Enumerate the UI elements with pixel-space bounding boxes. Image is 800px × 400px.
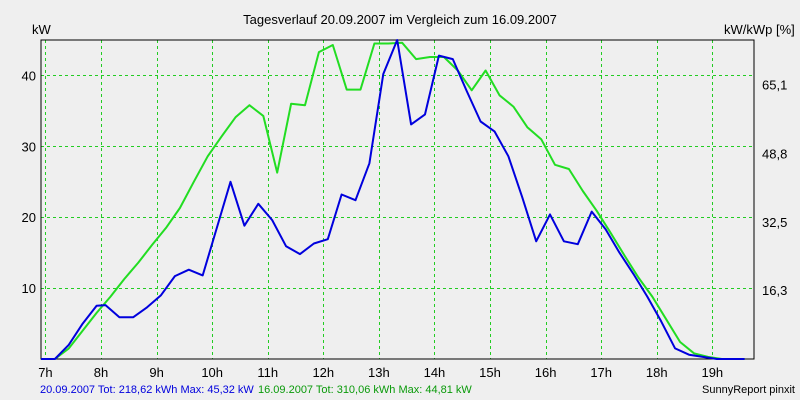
series-line-2 bbox=[41, 41, 745, 360]
y-tick-label-left: 30 bbox=[22, 139, 36, 154]
left-axis-unit-label: kW bbox=[32, 22, 52, 37]
x-tick-label: 10h bbox=[201, 365, 223, 380]
y-tick-label-left: 10 bbox=[22, 281, 36, 296]
legend-series-2: 16.09.2007 Tot: 310,06 kWh Max: 44,81 kW bbox=[258, 384, 472, 396]
x-tick-label: 11h bbox=[257, 365, 278, 380]
y-tick-label-left: 40 bbox=[22, 68, 36, 83]
x-tick-label: 14h bbox=[424, 365, 446, 380]
legend-series-1: 20.09.2007 Tot: 218,62 kWh Max: 45,32 kW bbox=[40, 384, 254, 396]
x-tick-label: 8h bbox=[94, 365, 108, 380]
x-tick-label: 7h bbox=[38, 365, 52, 380]
right-axis-unit-label: kW/kWp [%] bbox=[724, 22, 795, 37]
x-tick-label: 16h bbox=[535, 365, 557, 380]
x-tick-label: 17h bbox=[590, 365, 612, 380]
x-tick-label: 9h bbox=[149, 365, 163, 380]
x-tick-label: 18h bbox=[646, 365, 668, 380]
y-tick-label-left: 20 bbox=[22, 210, 36, 225]
y-tick-label-right: 48,8 bbox=[762, 146, 787, 161]
gridlines bbox=[41, 40, 754, 359]
x-tick-label: 12h bbox=[312, 365, 334, 380]
series-lines bbox=[41, 39, 745, 360]
credit-text: SunnyReport pinxit bbox=[702, 384, 795, 396]
x-tick-label: 15h bbox=[479, 365, 501, 380]
tick-labels: 7h 8h 9h 10h 11h 12h 13h 14h 15h 16h 17h 18h 19h 10 20… bbox=[22, 68, 788, 380]
y-tick-label-right: 65,1 bbox=[762, 78, 787, 93]
series-line-1 bbox=[41, 39, 745, 360]
x-tick-label: 19h bbox=[701, 365, 723, 380]
y-tick-label-right: 16,3 bbox=[762, 283, 787, 298]
chart-title: Tagesverlauf 20.09.2007 im Vergleich zum… bbox=[243, 12, 557, 27]
y-tick-label-right: 32,5 bbox=[762, 215, 787, 230]
x-tick-label: 13h bbox=[368, 365, 390, 380]
